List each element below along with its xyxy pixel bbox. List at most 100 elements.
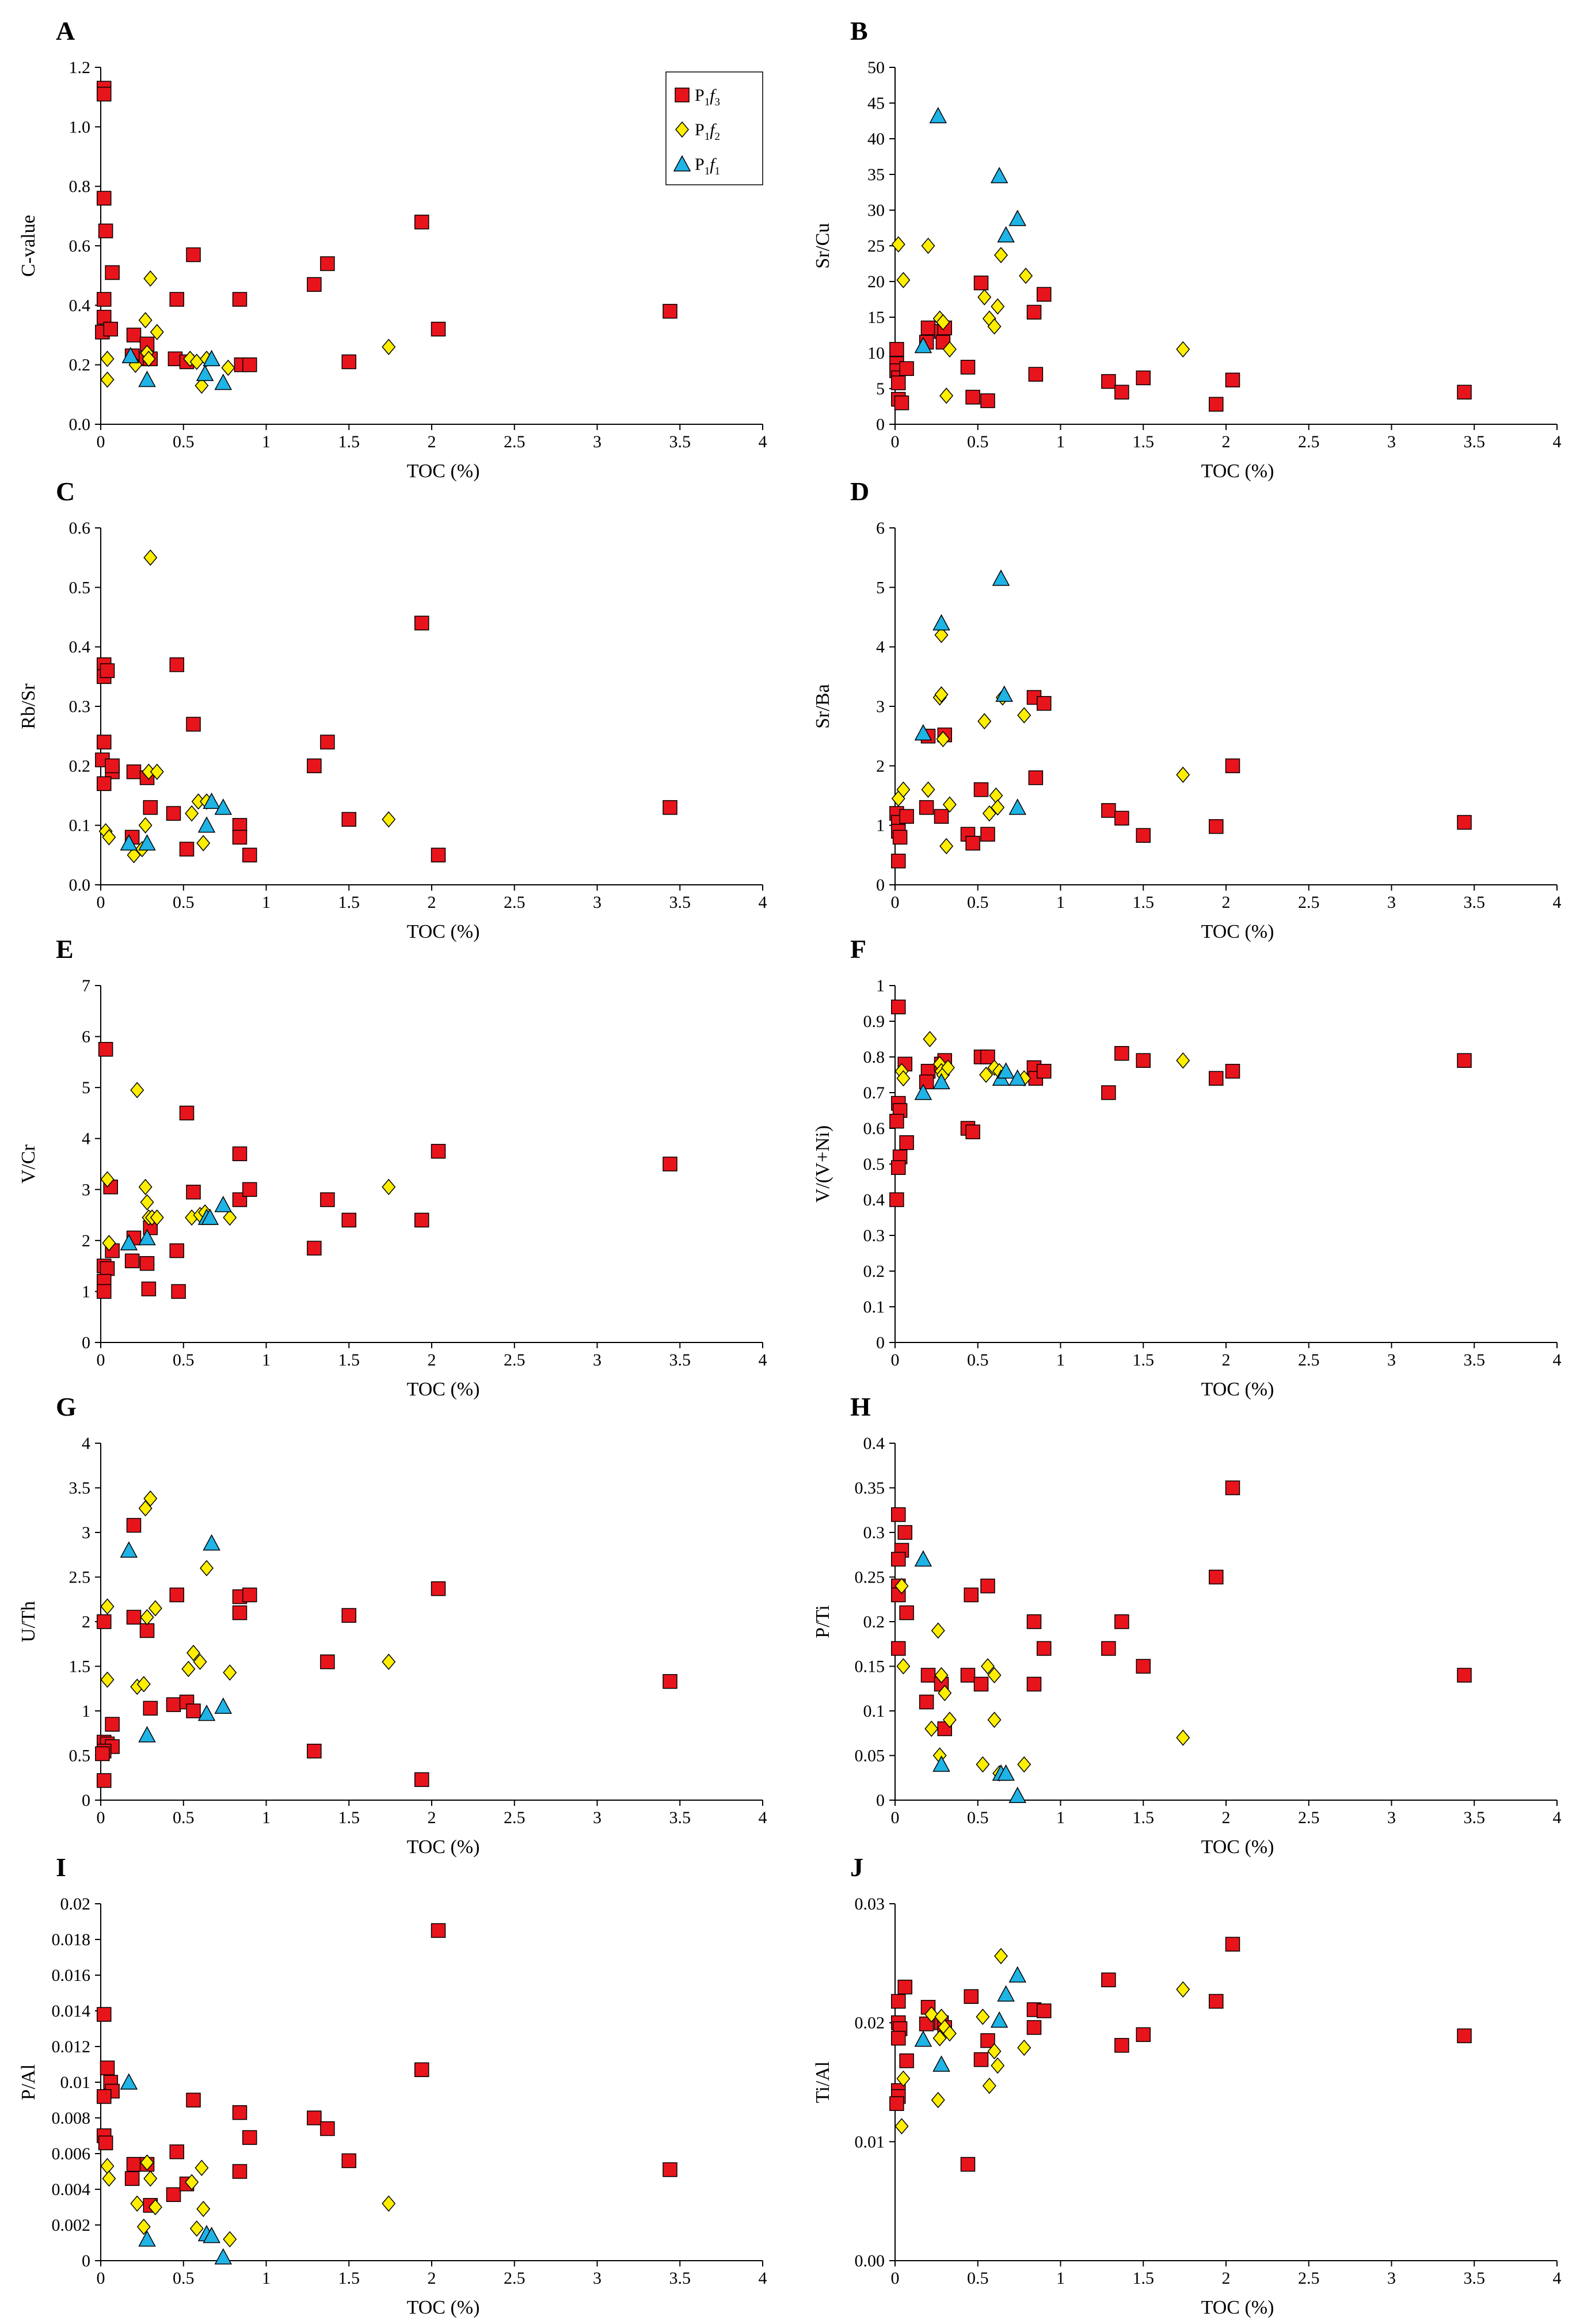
x-tick-label: 3 [1387,2269,1396,2288]
data-point-p1f2 [196,835,211,851]
x-tick-label: 1 [1056,2269,1065,2288]
data-point-p1f2 [140,1194,154,1211]
data-point-p1f3 [242,1182,257,1197]
data-point-p1f3 [1026,305,1042,320]
data-point-p1f3 [232,292,248,307]
x-tick-label: 4 [759,893,767,912]
data-point-p1f2 [931,1622,945,1639]
data-point-p1f3 [1209,1071,1224,1086]
data-point-p1f3 [169,292,184,307]
y-tick-label: 0 [82,2251,90,2270]
data-point-p1f1 [914,2030,932,2047]
data-point-p1f2 [100,1671,115,1688]
y-tick-label: 0.008 [52,2109,91,2128]
y-tick-label: 0.6 [69,519,91,538]
x-tick-label: 1 [1056,893,1065,912]
data-point-p1f2 [140,2154,154,2171]
x-tick-label: 2.5 [504,1808,526,1827]
data-point-p1f2 [939,838,954,854]
y-axis-label: V/(V+Ni) [812,1125,833,1203]
x-axis-label: TOC (%) [1201,2297,1274,2318]
y-tick-label: 0.018 [52,1930,91,1949]
x-tick-label: 2 [428,893,436,912]
data-point-p1f3 [341,2153,356,2169]
data-point-p1f3 [431,1923,446,1938]
legend-label: P1f1 [695,155,720,177]
data-point-p1f2 [991,799,1005,816]
data-point-p1f3 [98,1041,113,1057]
data-point-p1f1 [914,337,932,353]
data-point-p1f1 [914,1083,932,1100]
x-tick-label: 0.5 [967,2269,989,2288]
data-point-p1f2 [934,626,949,644]
data-point-p1f3 [965,835,980,851]
data-point-p1f3 [919,1694,934,1710]
x-tick-label: 1.5 [338,2269,360,2288]
panel-e: E 0 1 2 3 4 5 6 7 0 0.5 1 1.5 2 2.5 3 3.5 4 TOC (%) V/Cr [18,934,767,1400]
y-tick-label: 0.1 [69,816,91,835]
x-tick-label: 4 [1553,432,1562,451]
data-point-p1f2 [977,289,992,306]
data-point-p1f1 [138,370,156,387]
data-point-p1f3 [169,2144,184,2159]
data-point-p1f3 [97,191,112,206]
data-point-p1f3 [1457,1668,1472,1683]
data-point-p1f3 [1037,287,1052,302]
x-tick-label: 3 [593,432,602,451]
data-point-p1f1 [990,2011,1008,2028]
data-point-p1f3 [973,1676,989,1692]
data-point-p1f3 [186,1184,201,1200]
data-point-p1f3 [1114,385,1129,400]
data-point-p1f2 [1176,766,1190,783]
data-point-p1f2 [896,781,911,798]
y-tick-label: 2.5 [69,1568,91,1587]
y-axis-label: P/Al [18,2064,39,2100]
data-point-p1f3 [1101,374,1116,389]
data-point-p1f3 [980,2033,995,2048]
data-point-p1f2 [982,805,996,822]
x-tick-label: 1 [1056,1808,1065,1827]
data-point-p1f3 [1028,367,1044,382]
data-point-p1f1 [995,685,1014,702]
data-point-p1f2 [186,1645,200,1661]
data-point-p1f3 [307,277,322,292]
x-tick-label: 2.5 [504,432,526,451]
data-point-p1f3 [97,1614,112,1629]
data-point-p1f3 [897,1525,912,1540]
data-point-p1f3 [232,1146,248,1162]
data-point-p1f3 [98,2135,113,2151]
x-tick-label: 0 [97,1808,105,1827]
data-point-p1f3 [341,1608,356,1623]
data-point-p1f2 [189,2220,204,2237]
panel-letter: E [56,934,74,964]
data-point-p1f3 [1225,1480,1240,1496]
y-tick-label: 4 [82,1434,90,1453]
panel-letter: D [850,477,869,506]
data-point-p1f1 [932,2055,950,2072]
y-axis-label: Rb/Sr [18,683,39,729]
x-tick-label: 3 [1387,893,1396,912]
data-point-p1f3 [889,342,904,357]
data-point-p1f3 [242,1587,257,1603]
data-point-p1f1 [138,834,156,851]
x-axis-label: TOC (%) [407,1379,480,1400]
data-point-p1f3 [126,1610,142,1625]
data-point-p1f3 [980,1579,995,1593]
y-tick-label: 0.002 [52,2216,91,2235]
y-tick-label: 0.4 [69,638,91,657]
panel-f: F 0 0.1 0.2 0.3 0.4 0.5 0.6 0.7 0.8 0.9 1 0 0.5 1 1.5 2 2… [812,934,1562,1400]
x-tick-label: 4 [1553,2269,1562,2288]
x-tick-label: 1 [262,893,271,912]
y-tick-label: 0.4 [69,296,91,315]
x-tick-label: 2.5 [504,1351,526,1370]
y-tick-label: 0.01 [60,2073,91,2092]
data-point-p1f3 [1028,770,1044,785]
data-point-p1f3 [1209,819,1224,834]
data-point-p1f3 [1037,1641,1052,1656]
data-point-p1f2 [382,1653,396,1670]
y-tick-label: 5 [82,1078,90,1097]
data-point-p1f2 [987,1711,1002,1728]
x-axis-label: TOC (%) [1201,1379,1274,1400]
data-point-p1f3 [960,1668,976,1683]
data-point-p1f1 [214,1697,233,1714]
